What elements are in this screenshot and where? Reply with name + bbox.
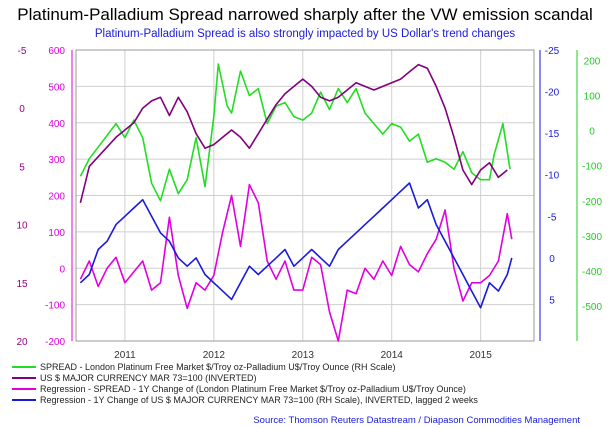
series-line-1	[79, 63, 511, 202]
series-lines	[79, 63, 513, 342]
right-axis-tick-label: 5	[549, 295, 555, 306]
x-tick-label: 2012	[203, 350, 226, 361]
legend: SPREAD - London Platinum Free Market $/T…	[12, 362, 478, 405]
axes: 2011 2012 2013 2014 2015-5051015206005004003…	[16, 46, 602, 361]
chart-subtitle: Platinum-Palladium Spread is also strong…	[95, 28, 515, 40]
right-axis-tick-label: -10	[545, 171, 560, 182]
left-axis-tick-label: 200	[48, 192, 65, 203]
x-tick-label: 2011	[114, 350, 136, 361]
far_left-axis-tick-label: 10	[16, 221, 28, 232]
legend-label-1: SPREAD - London Platinum Free Market $/T…	[40, 362, 395, 372]
right-axis-tick-label: -15	[545, 129, 560, 140]
left-axis-tick-label: 600	[48, 46, 65, 57]
series-line-3	[79, 183, 513, 342]
far_right-axis-tick-label: -300	[582, 232, 602, 243]
far_right-axis-tick-label: -500	[582, 302, 602, 313]
right-axis-tick-label: 0	[549, 254, 555, 265]
plot-frame	[75, 49, 535, 342]
far_right-axis-tick-label: -200	[582, 197, 602, 208]
far_right-axis-tick-label: -400	[582, 267, 602, 278]
x-tick-label: 2014	[381, 350, 404, 361]
far_right-axis-tick-label: -100	[582, 162, 602, 173]
far_left-axis-tick-label: 0	[19, 104, 25, 115]
far_right-axis-tick-label: 100	[584, 92, 601, 103]
right-axis-tick-label: -20	[545, 88, 560, 99]
legend-label-2: US $ MAJOR CURRENCY MAR 73=100 (INVERTED…	[40, 373, 256, 383]
chart-title: Platinum-Palladium Spread narrowed sharp…	[17, 5, 592, 24]
left-axis-tick-label: -100	[45, 301, 65, 312]
right-axis-tick-label: -5	[548, 212, 557, 223]
far_left-axis-tick-label: 5	[19, 162, 25, 173]
x-tick-label: 2015	[470, 350, 493, 361]
left-axis-tick-label: 300	[48, 155, 65, 166]
grid-lines	[76, 49, 534, 342]
far_left-axis-tick-label: 20	[16, 337, 28, 348]
left-axis-tick-label: 500	[48, 82, 65, 93]
series-line-2	[79, 63, 508, 203]
source-note: Source: Thomson Reuters Datastream / Dia…	[253, 415, 580, 426]
left-axis-tick-label: -200	[45, 337, 65, 348]
right-axis-tick-label: -25	[545, 46, 560, 57]
x-tick-label: 2013	[292, 350, 315, 361]
far_right-axis-tick-label: 0	[589, 127, 595, 138]
left-axis-tick-label: 100	[48, 228, 65, 239]
legend-label-3: Regression - SPREAD - 1Y Change of (Lond…	[40, 384, 466, 394]
far_right-axis-tick-label: 200	[584, 57, 601, 68]
left-axis-tick-label: 0	[59, 264, 65, 275]
far_left-axis-tick-label: 15	[16, 279, 28, 290]
series-line-4	[79, 182, 513, 309]
far_left-axis-tick-label: -5	[18, 46, 27, 57]
legend-label-4: Regression - 1Y Change of US $ MAJOR CUR…	[40, 395, 478, 405]
left-axis-tick-label: 400	[48, 119, 65, 130]
